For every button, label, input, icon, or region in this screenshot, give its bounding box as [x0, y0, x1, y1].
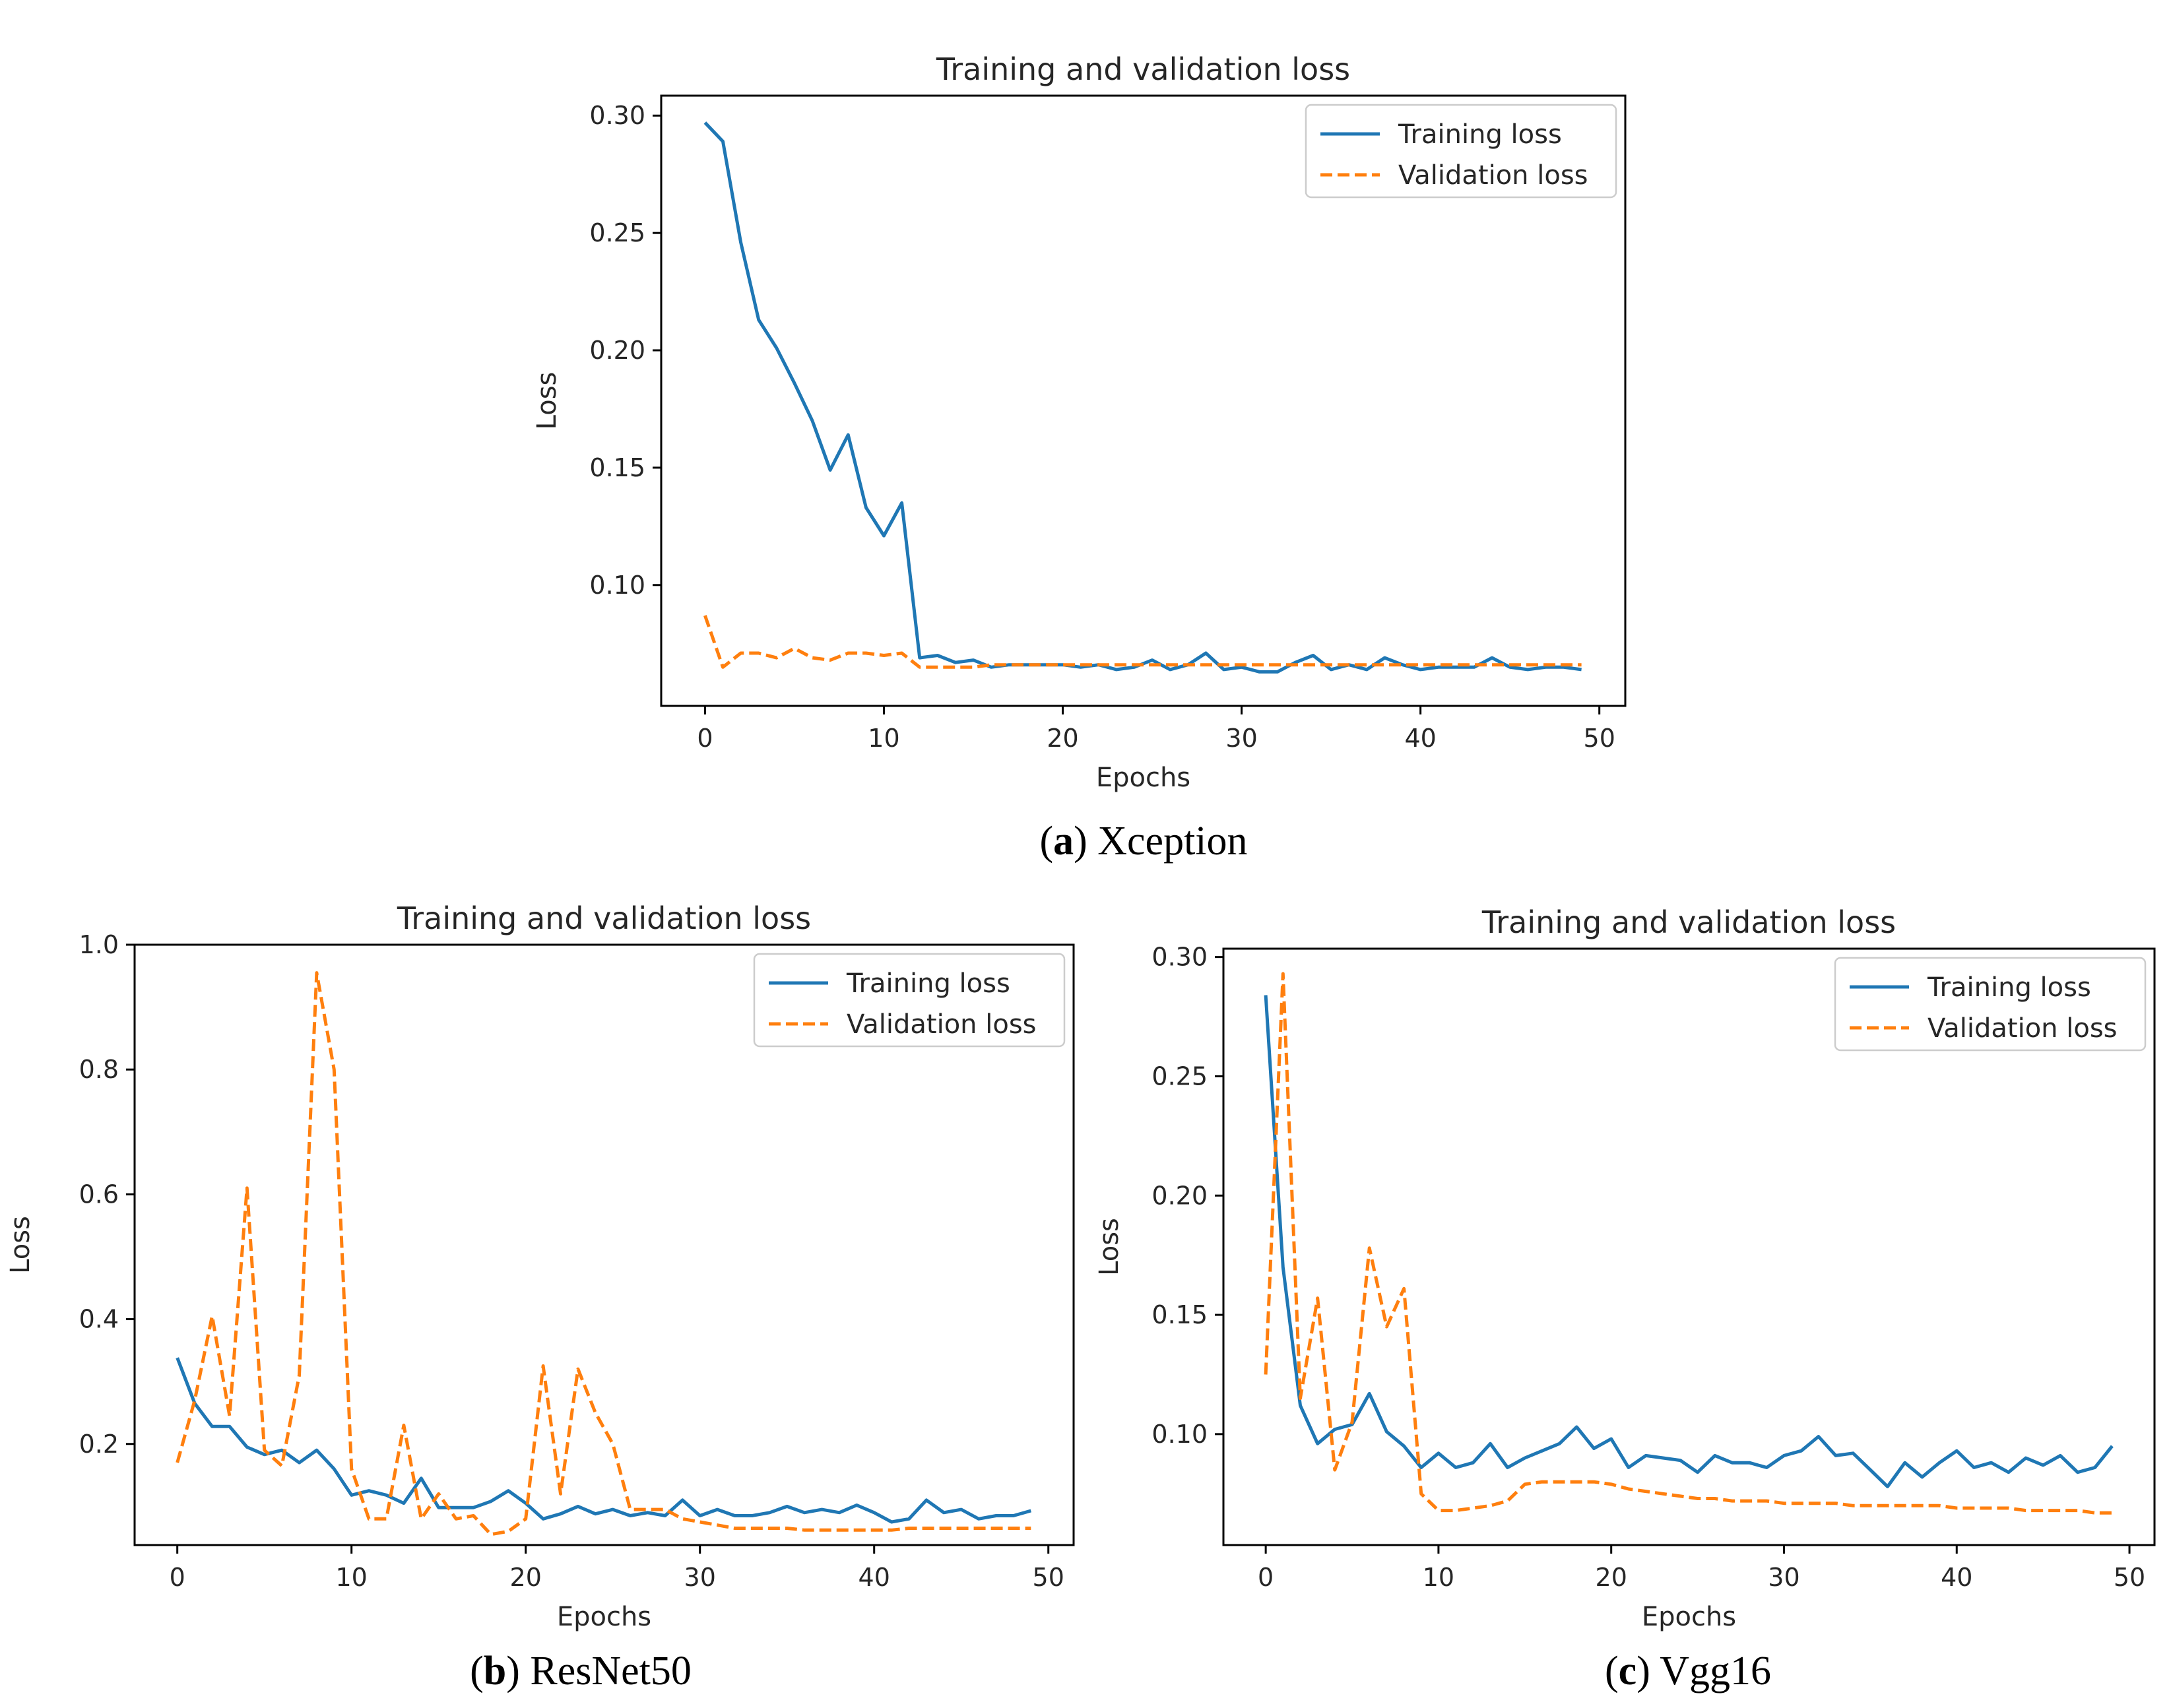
x-tick-label: 20: [1596, 1563, 1627, 1592]
x-tick-label: 20: [1047, 724, 1078, 753]
y-axis-label: Loss: [532, 372, 562, 430]
legend: Training loss Validation loss: [753, 953, 1066, 1048]
caption-text: Xception: [1087, 819, 1248, 864]
x-tick-label: 10: [1423, 1563, 1454, 1592]
y-axis-label: Loss: [5, 1216, 36, 1274]
chart-resnet50: 0 10 20 30 40 50 0.2 0.4 0.6 0.8 1.0 Training and v…: [5, 901, 1075, 1632]
caption-text: Vgg16: [1650, 1649, 1771, 1693]
legend-box: [753, 953, 1066, 1048]
y-tick-label: 0.25: [1151, 1061, 1208, 1091]
caption-letter: c: [1619, 1649, 1637, 1693]
legend-training-label: Training loss: [846, 968, 1010, 999]
caption-letter: a: [1053, 819, 1074, 864]
caption-letter: b: [484, 1649, 506, 1693]
x-tick-label: 0: [1258, 1563, 1274, 1592]
legend-validation-label: Validation loss: [847, 1009, 1037, 1040]
y-tick-label: 0.4: [79, 1305, 119, 1334]
chart-title: Training and validation loss: [936, 51, 1350, 87]
caption-resnet50: (b) ResNet50: [470, 1649, 692, 1693]
validation-loss-line: [176, 971, 1031, 1536]
y-tick-label: 0.2: [79, 1430, 119, 1459]
chart-xception: 0 10 20 30 40 50 0.10 0.15 0.20 0.25 0.30 Training …: [532, 51, 1627, 793]
y-tick-label: 0.25: [589, 218, 645, 247]
y-tick-label: 0.30: [1151, 943, 1208, 972]
x-tick-label: 20: [510, 1563, 542, 1592]
y-axis-label: Loss: [1094, 1218, 1124, 1276]
caption-xception: (a) Xception: [1039, 819, 1247, 864]
y-tick-label: 0.20: [589, 336, 645, 365]
x-tick-label: 50: [1584, 724, 1615, 753]
chart-vgg16: 0 10 20 30 40 50 0.10 0.15 0.20 0.25 0.30 Training …: [1094, 904, 2156, 1632]
x-tick-label: 50: [1033, 1563, 1064, 1592]
x-tick-label: 40: [1404, 724, 1436, 753]
legend-training-label: Training loss: [1398, 119, 1562, 150]
validation-loss-line: [1264, 972, 2112, 1515]
x-axis-label: Epochs: [1642, 1602, 1736, 1632]
legend-box: [1305, 104, 1617, 199]
legend-training-label: Training loss: [1927, 972, 2091, 1003]
x-axis-label: Epochs: [557, 1602, 651, 1632]
chart-title: Training and validation loss: [1481, 904, 1896, 940]
x-tick-label: 40: [1941, 1563, 1972, 1592]
y-tick-label: 0.8: [79, 1055, 119, 1084]
x-tick-label: 0: [697, 724, 713, 753]
legend: Training loss Validation loss: [1305, 104, 1617, 199]
y-tick-label: 0.6: [79, 1180, 119, 1209]
x-tick-label: 30: [1225, 724, 1257, 753]
legend-validation-label: Validation loss: [1928, 1013, 2118, 1044]
training-loss-line: [1264, 995, 2114, 1488]
training-loss-line: [176, 1357, 1031, 1524]
caption-text: ResNet50: [520, 1649, 692, 1693]
plot-frame: [660, 94, 1627, 707]
x-tick-label: 10: [868, 724, 899, 753]
x-tick-label: 40: [859, 1563, 890, 1592]
y-tick-label: 0.15: [589, 453, 645, 482]
x-tick-label: 0: [170, 1563, 185, 1592]
caption-vgg16: (c) Vgg16: [1605, 1649, 1771, 1693]
y-tick-label: 0.30: [589, 101, 645, 130]
y-tick-label: 0.15: [1151, 1300, 1208, 1329]
x-tick-label: 30: [1768, 1563, 1799, 1592]
y-tick-label: 1.0: [79, 930, 119, 959]
y-tick-label: 0.10: [1151, 1420, 1208, 1449]
legend-box: [1834, 957, 2147, 1052]
chart-title: Training and validation loss: [397, 901, 811, 936]
x-tick-label: 10: [336, 1563, 368, 1592]
legend-validation-label: Validation loss: [1398, 160, 1588, 191]
y-tick-label: 0.20: [1151, 1181, 1208, 1210]
y-tick-label: 0.10: [589, 571, 645, 600]
validation-loss-line: [703, 615, 1582, 669]
x-tick-label: 30: [684, 1563, 716, 1592]
plot-frame: [1222, 947, 2156, 1546]
x-tick-label: 50: [2114, 1563, 2145, 1592]
plot-frame: [133, 943, 1075, 1546]
x-axis-label: Epochs: [1096, 763, 1190, 793]
legend: Training loss Validation loss: [1834, 957, 2147, 1052]
